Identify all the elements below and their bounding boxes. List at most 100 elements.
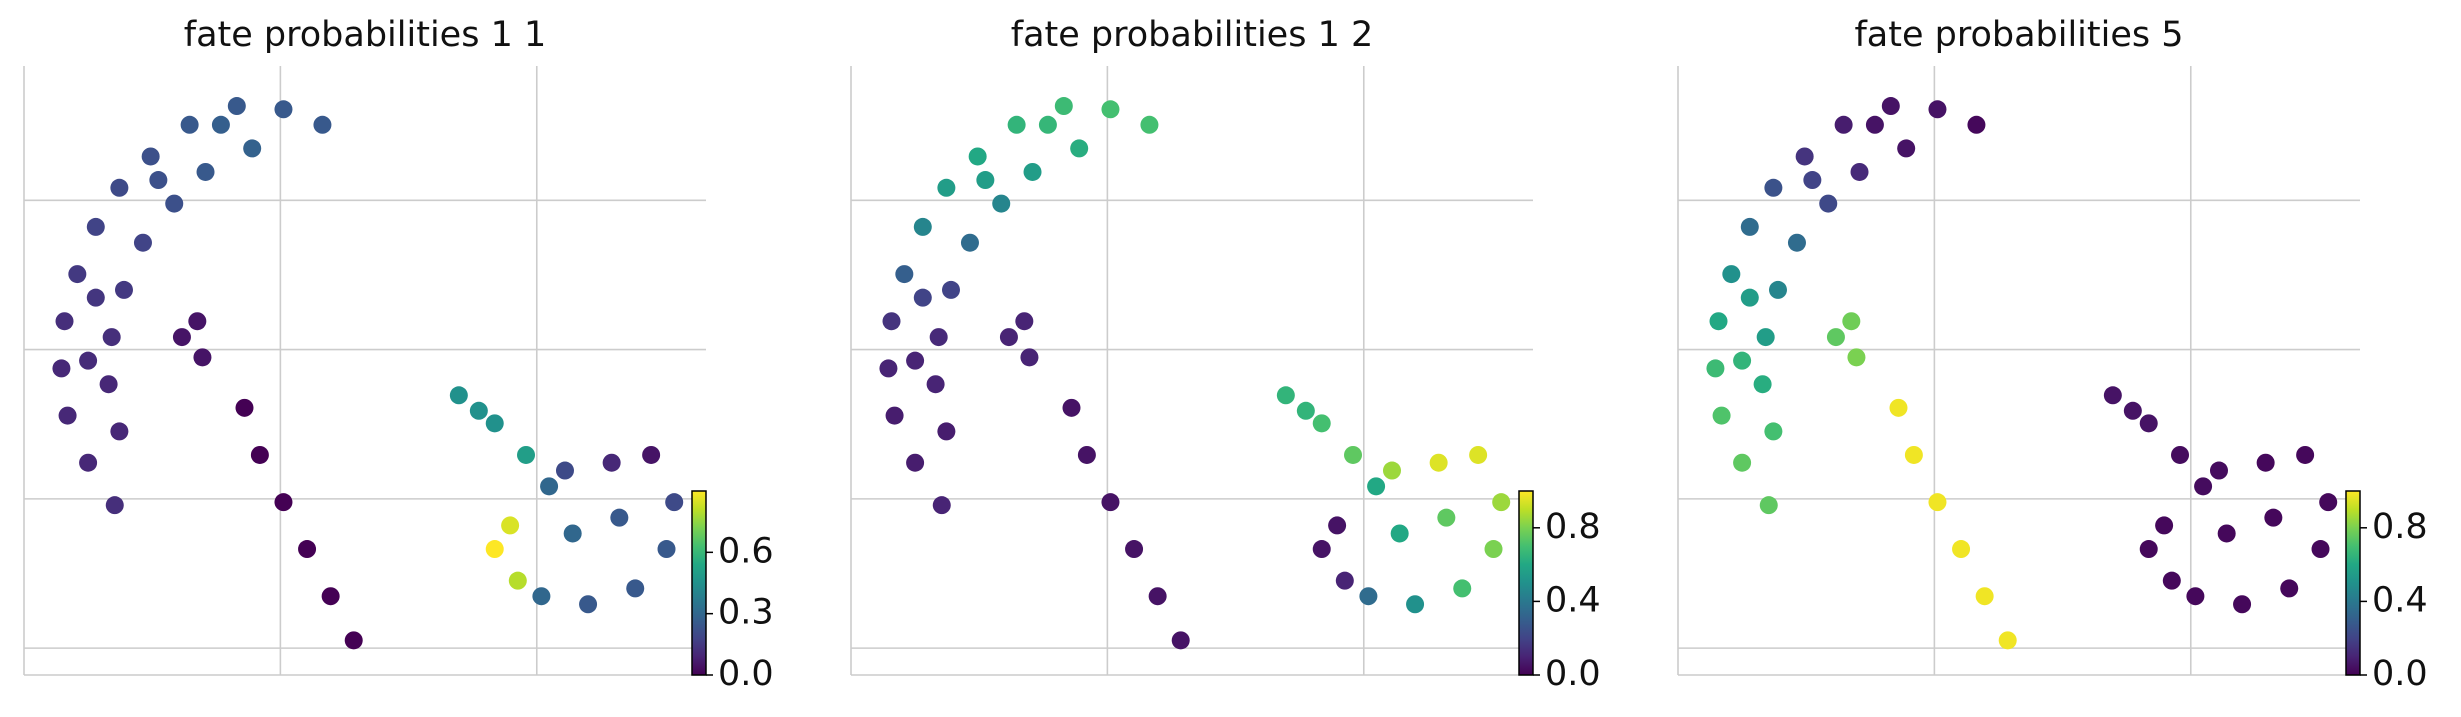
cell-point bbox=[180, 115, 199, 134]
cell-point bbox=[517, 445, 536, 464]
cell-point bbox=[1406, 595, 1425, 614]
cell-point bbox=[250, 445, 269, 464]
cell-point bbox=[1722, 265, 1741, 284]
cell-point bbox=[1007, 115, 1026, 134]
cell-point bbox=[196, 162, 215, 181]
cell-point bbox=[1054, 97, 1073, 116]
colorbar-tick-label: 0.4 bbox=[2372, 580, 2428, 620]
colorbar bbox=[1518, 490, 1534, 676]
cell-point bbox=[227, 97, 246, 116]
cell-point bbox=[1712, 406, 1731, 425]
cell-point bbox=[1437, 508, 1456, 527]
cell-point bbox=[1706, 359, 1725, 378]
cell-point bbox=[2264, 508, 2283, 527]
cell-point bbox=[68, 265, 87, 284]
cell-point bbox=[1865, 115, 1884, 134]
cell-point bbox=[657, 540, 676, 559]
cell-point bbox=[1928, 493, 1947, 512]
cell-point bbox=[211, 115, 230, 134]
colorbar-tick-label: 0.3 bbox=[718, 593, 774, 633]
chart-title: fate probabilities 1 2 bbox=[1011, 15, 1373, 55]
colorbar-tick-label: 0.8 bbox=[1545, 507, 1601, 547]
cell-point bbox=[79, 351, 98, 370]
colorbar-tick-label: 0.0 bbox=[2372, 654, 2428, 694]
cell-point bbox=[1312, 540, 1331, 559]
cell-point bbox=[1328, 516, 1347, 535]
cell-point bbox=[1975, 587, 1994, 606]
cell-point bbox=[485, 540, 504, 559]
panel: fate probabilities 5 0.0 0.4 0.8 bbox=[1677, 15, 2428, 694]
cell-point bbox=[1787, 233, 1806, 252]
cell-point bbox=[1429, 453, 1448, 472]
cell-point bbox=[235, 398, 254, 417]
colorbar-tick-label: 0.6 bbox=[718, 531, 774, 571]
cell-point bbox=[449, 386, 468, 405]
cell-point bbox=[2186, 587, 2205, 606]
chart-title: fate probabilities 1 1 bbox=[184, 15, 546, 55]
cell-point bbox=[2233, 595, 2252, 614]
cell-point bbox=[1768, 280, 1787, 299]
cell-point bbox=[602, 453, 621, 472]
cell-point bbox=[879, 359, 898, 378]
cell-point bbox=[321, 587, 340, 606]
cell-point bbox=[1819, 194, 1838, 213]
cell-point bbox=[1881, 97, 1900, 116]
cell-point bbox=[133, 233, 152, 252]
cell-point bbox=[2103, 386, 2122, 405]
colorbar-tick-label: 0.8 bbox=[2372, 507, 2428, 547]
cell-point bbox=[2319, 493, 2338, 512]
cell-point bbox=[141, 147, 160, 166]
cell-point bbox=[2139, 540, 2158, 559]
cell-point bbox=[579, 595, 598, 614]
cell-point bbox=[929, 328, 948, 347]
cell-point bbox=[1795, 147, 1814, 166]
cell-point bbox=[1904, 445, 1923, 464]
cell-point bbox=[1125, 540, 1144, 559]
cell-point bbox=[1850, 162, 1869, 181]
cell-point bbox=[540, 477, 559, 496]
cell-point bbox=[79, 453, 98, 472]
cell-point bbox=[1847, 348, 1866, 367]
cell-point bbox=[1038, 115, 1057, 134]
cell-point bbox=[485, 414, 504, 433]
cell-point bbox=[532, 587, 551, 606]
cell-point bbox=[555, 461, 574, 480]
cell-point bbox=[469, 401, 488, 420]
cell-point bbox=[1101, 493, 1120, 512]
cell-point bbox=[193, 348, 212, 367]
cell-point bbox=[1335, 571, 1354, 590]
cell-point bbox=[1148, 587, 1167, 606]
cell-point bbox=[1759, 496, 1778, 515]
cell-point bbox=[172, 328, 191, 347]
cell-point bbox=[2296, 445, 2315, 464]
cell-point bbox=[1733, 453, 1752, 472]
cell-point bbox=[298, 540, 317, 559]
cell-point bbox=[1296, 401, 1315, 420]
cell-point bbox=[992, 194, 1011, 213]
cell-point bbox=[1740, 288, 1759, 307]
cell-point bbox=[110, 422, 129, 441]
cell-point bbox=[501, 516, 520, 535]
cell-point bbox=[941, 280, 960, 299]
cell-point bbox=[1897, 139, 1916, 158]
cell-point bbox=[1740, 217, 1759, 236]
cell-point bbox=[2209, 461, 2228, 480]
cell-point bbox=[1020, 348, 1039, 367]
cell-point bbox=[99, 375, 118, 394]
cell-point bbox=[2194, 477, 2213, 496]
cell-point bbox=[1171, 631, 1190, 650]
cell-point bbox=[188, 312, 207, 331]
cell-point bbox=[913, 288, 932, 307]
cell-point bbox=[626, 579, 645, 598]
cell-point bbox=[274, 493, 293, 512]
cell-point bbox=[1764, 422, 1783, 441]
panel: fate probabilities 1 1 0.0 0.3 0.6 bbox=[23, 15, 774, 694]
cell-point bbox=[1834, 115, 1853, 134]
cell-point bbox=[895, 265, 914, 284]
cell-point bbox=[2311, 540, 2330, 559]
cell-point bbox=[1733, 351, 1752, 370]
cell-point bbox=[1312, 414, 1331, 433]
cell-point bbox=[1803, 171, 1822, 190]
cell-point bbox=[1998, 631, 2017, 650]
cell-point bbox=[885, 406, 904, 425]
